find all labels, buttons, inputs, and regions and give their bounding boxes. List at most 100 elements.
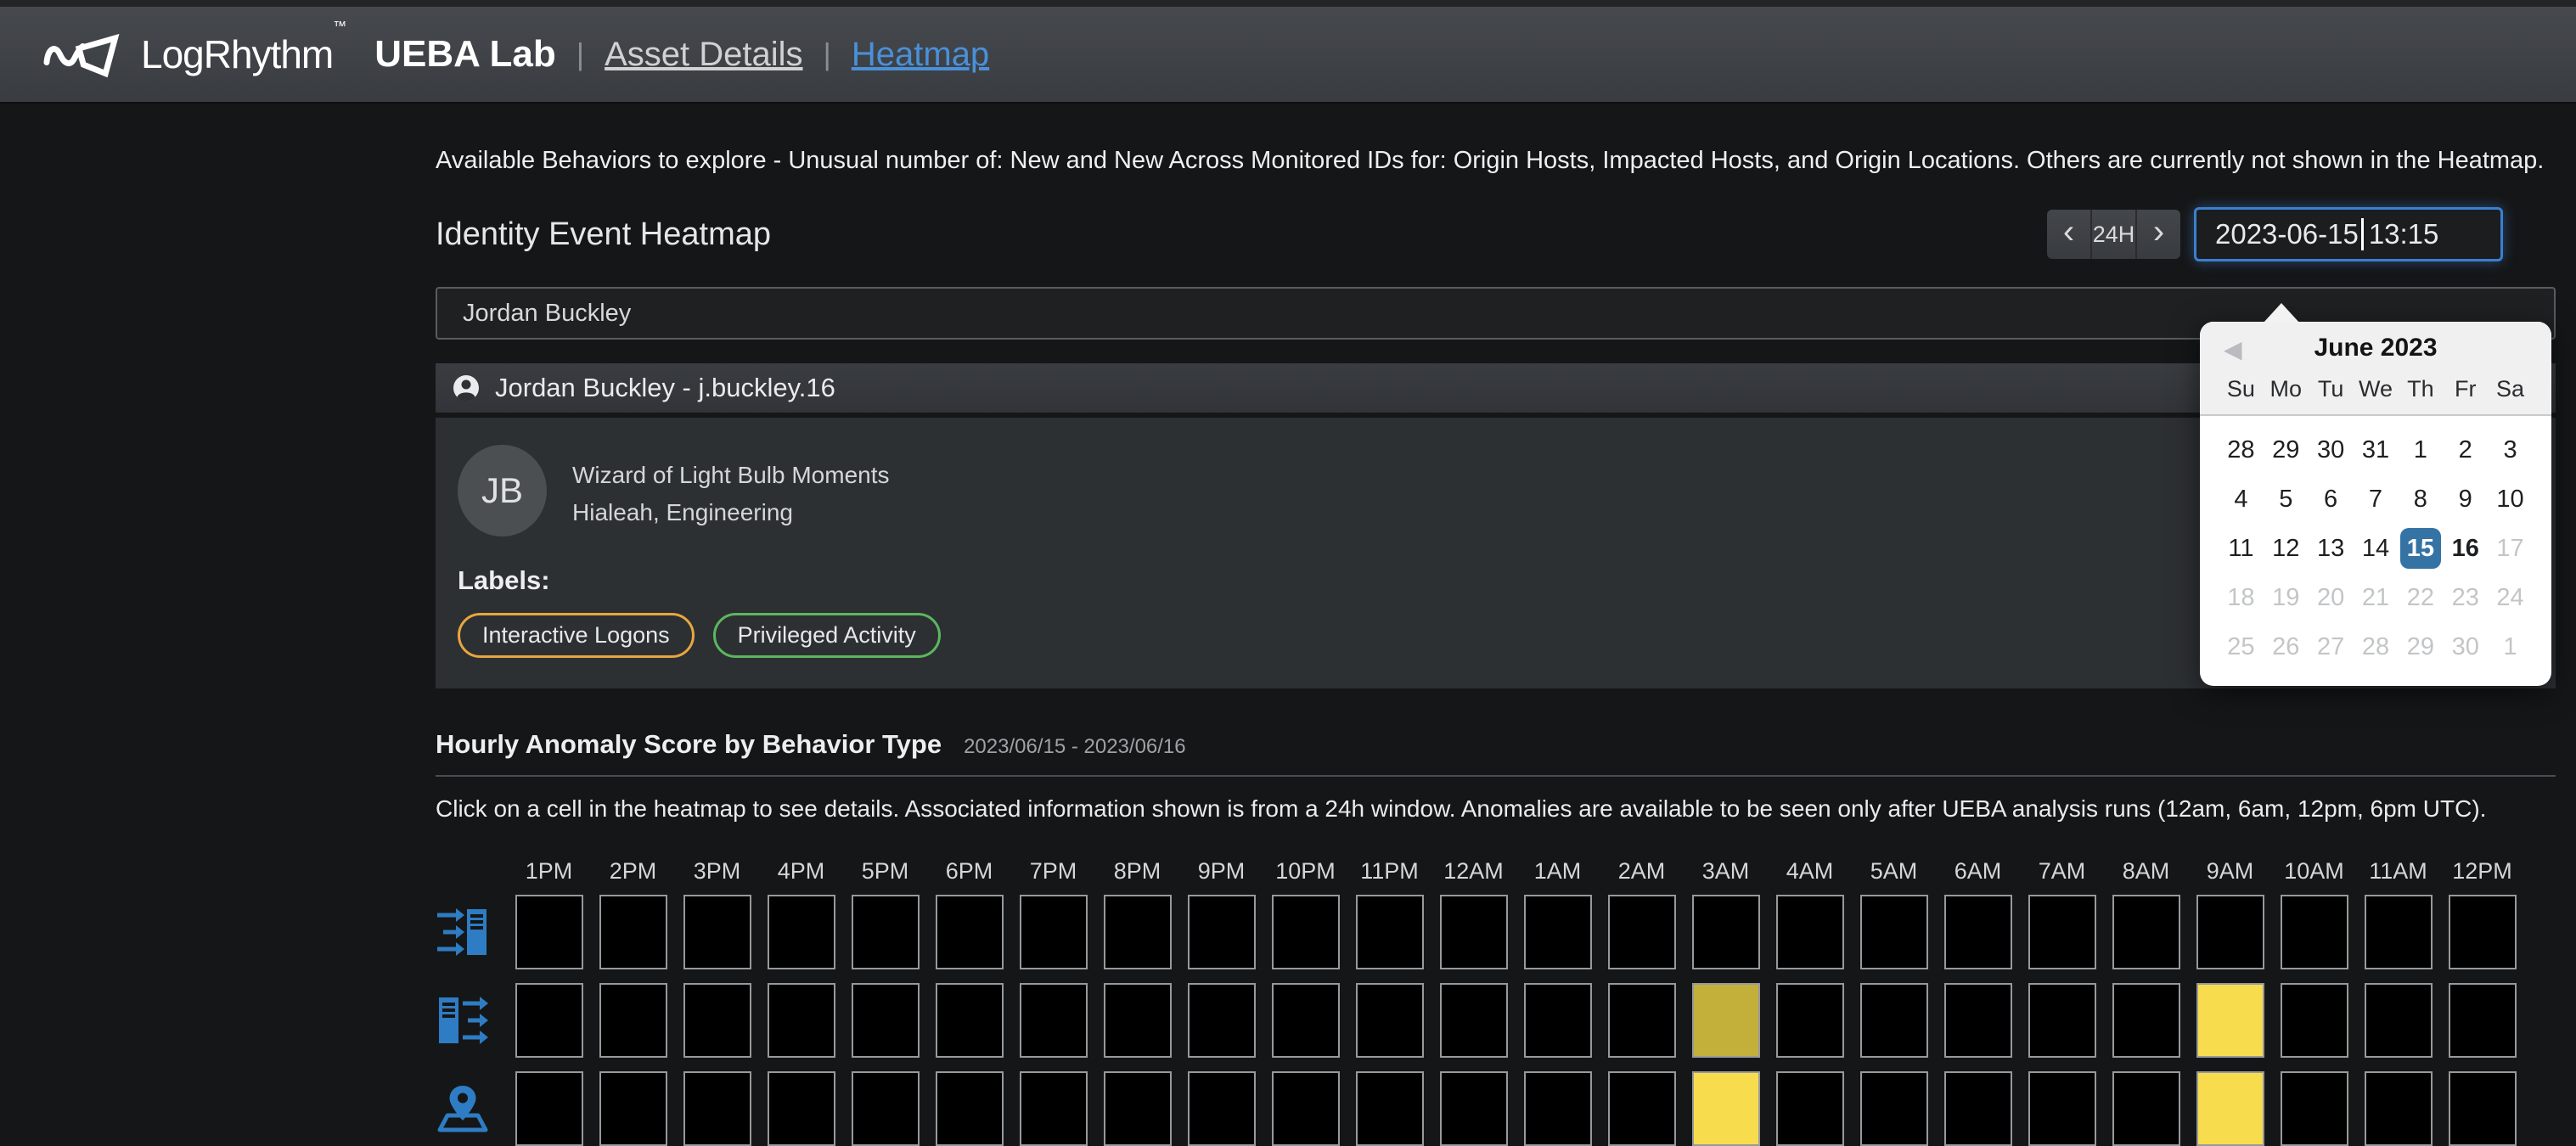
heatmap-cell-impacted-hosts-9AM[interactable] (2196, 895, 2264, 969)
heatmap-cell-origin-hosts-8PM[interactable] (1103, 983, 1172, 1058)
heatmap-cell-origin-locations-10PM[interactable] (1271, 1071, 1340, 1146)
heatmap-cell-origin-hosts-11AM[interactable] (2364, 983, 2433, 1058)
heatmap-cell-origin-locations-5AM[interactable] (1859, 1071, 1928, 1146)
heatmap-cell-origin-hosts-2PM[interactable] (599, 983, 667, 1058)
calendar-day[interactable]: 6 (2324, 486, 2338, 513)
datetime-input[interactable]: 2023-06-15 13:15 (2194, 207, 2503, 261)
heatmap-cell-impacted-hosts-9PM[interactable] (1187, 895, 1256, 969)
heatmap-cell-impacted-hosts-7PM[interactable] (1019, 895, 1088, 969)
calendar-day[interactable]: 29 (2272, 436, 2300, 463)
heatmap-cell-origin-locations-8AM[interactable] (2112, 1071, 2180, 1146)
calendar-day: 28 (2361, 633, 2390, 660)
heatmap-cell-origin-hosts-8AM[interactable] (2112, 983, 2180, 1058)
calendar-day[interactable]: 30 (2316, 436, 2345, 463)
heatmap-cell-impacted-hosts-4AM[interactable] (1775, 895, 1844, 969)
heatmap-cell-origin-locations-12PM[interactable] (2448, 1071, 2517, 1146)
heatmap-cell-origin-hosts-6PM[interactable] (935, 983, 1004, 1058)
calendar-prev-month-button[interactable]: ◀ (2224, 336, 2242, 362)
heatmap-cell-origin-hosts-2AM[interactable] (1607, 983, 1676, 1058)
heatmap-cell-impacted-hosts-3AM[interactable] (1691, 895, 1760, 969)
heatmap-cell-origin-locations-9PM[interactable] (1187, 1071, 1256, 1146)
calendar-day[interactable]: 16 (2451, 535, 2479, 562)
range-24h-button[interactable]: 24H (2092, 210, 2137, 259)
heatmap-cell-impacted-hosts-2AM[interactable] (1607, 895, 1676, 969)
heatmap-cell-impacted-hosts-11PM[interactable] (1355, 895, 1424, 969)
calendar-day[interactable]: 2 (2458, 436, 2472, 463)
heatmap-cell-origin-hosts-3AM[interactable] (1691, 983, 1760, 1058)
nav-link-asset-details[interactable]: Asset Details (605, 35, 803, 73)
calendar-day[interactable]: 7 (2368, 486, 2383, 513)
heatmap-cell-origin-hosts-4AM[interactable] (1775, 983, 1844, 1058)
heatmap-cell-origin-hosts-3PM[interactable] (683, 983, 751, 1058)
heatmap-cell-origin-hosts-5AM[interactable] (1859, 983, 1928, 1058)
heatmap-cell-origin-hosts-12PM[interactable] (2448, 983, 2517, 1058)
heatmap-cell-origin-locations-3PM[interactable] (683, 1071, 751, 1146)
calendar-day[interactable]: 28 (2227, 436, 2255, 463)
heatmap-cell-origin-hosts-12AM[interactable] (1439, 983, 1508, 1058)
heatmap-cell-impacted-hosts-8PM[interactable] (1103, 895, 1172, 969)
heatmap-cell-impacted-hosts-5PM[interactable] (851, 895, 920, 969)
heatmap-cell-origin-locations-7AM[interactable] (2028, 1071, 2096, 1146)
heatmap-cell-origin-locations-7PM[interactable] (1019, 1071, 1088, 1146)
heatmap-cell-origin-hosts-9AM[interactable] (2196, 983, 2264, 1058)
heatmap-cell-origin-locations-2AM[interactable] (1607, 1071, 1676, 1146)
heatmap-cell-origin-hosts-11PM[interactable] (1355, 983, 1424, 1058)
heatmap-cell-impacted-hosts-7AM[interactable] (2028, 895, 2096, 969)
calendar-day[interactable]: 5 (2279, 486, 2293, 513)
heatmap-cell-origin-hosts-7PM[interactable] (1019, 983, 1088, 1058)
heatmap-cell-origin-hosts-10AM[interactable] (2280, 983, 2348, 1058)
heatmap-cell-origin-locations-4AM[interactable] (1775, 1071, 1844, 1146)
heatmap-cell-origin-locations-1PM[interactable] (515, 1071, 583, 1146)
calendar-day[interactable]: 13 (2316, 535, 2345, 562)
heatmap-cell-origin-hosts-6AM[interactable] (1943, 983, 2012, 1058)
calendar-day[interactable]: 15 (2399, 528, 2441, 569)
next-range-button[interactable]: › (2137, 210, 2180, 259)
heatmap-cell-origin-locations-11AM[interactable] (2364, 1071, 2433, 1146)
heatmap-cell-origin-locations-8PM[interactable] (1103, 1071, 1172, 1146)
calendar-day[interactable]: 14 (2361, 535, 2390, 562)
heatmap-cell-impacted-hosts-6AM[interactable] (1943, 895, 2012, 969)
heatmap-cell-origin-locations-1AM[interactable] (1523, 1071, 1592, 1146)
heatmap-cell-origin-hosts-7AM[interactable] (2028, 983, 2096, 1058)
heatmap-cell-impacted-hosts-12AM[interactable] (1439, 895, 1508, 969)
heatmap-cell-origin-hosts-4PM[interactable] (767, 983, 835, 1058)
heatmap-cell-origin-hosts-1PM[interactable] (515, 983, 583, 1058)
heatmap-cell-origin-locations-4PM[interactable] (767, 1071, 835, 1146)
heatmap-cell-impacted-hosts-2PM[interactable] (599, 895, 667, 969)
heatmap-cell-impacted-hosts-12PM[interactable] (2448, 895, 2517, 969)
heatmap-cell-impacted-hosts-6PM[interactable] (935, 895, 1004, 969)
heatmap-cell-impacted-hosts-8AM[interactable] (2112, 895, 2180, 969)
heatmap-cell-origin-hosts-5PM[interactable] (851, 983, 920, 1058)
calendar-day[interactable]: 4 (2234, 486, 2248, 513)
heatmap-cell-origin-locations-12AM[interactable] (1439, 1071, 1508, 1146)
previous-range-button[interactable]: ‹ (2047, 210, 2092, 259)
heatmap-cell-origin-locations-9AM[interactable] (2196, 1071, 2264, 1146)
heatmap-cell-origin-locations-2PM[interactable] (599, 1071, 667, 1146)
heatmap-cell-impacted-hosts-4PM[interactable] (767, 895, 835, 969)
heatmap-cell-impacted-hosts-10AM[interactable] (2280, 895, 2348, 969)
heatmap-cell-origin-locations-10AM[interactable] (2280, 1071, 2348, 1146)
heatmap-cell-origin-locations-6AM[interactable] (1943, 1071, 2012, 1146)
calendar-day[interactable]: 31 (2361, 436, 2390, 463)
heatmap-cell-origin-hosts-9PM[interactable] (1187, 983, 1256, 1058)
heatmap-cell-origin-locations-6PM[interactable] (935, 1071, 1004, 1146)
heatmap-cell-impacted-hosts-1AM[interactable] (1523, 895, 1592, 969)
calendar-day[interactable]: 1 (2413, 436, 2427, 463)
heatmap-cell-impacted-hosts-3PM[interactable] (683, 895, 751, 969)
nav-link-heatmap[interactable]: Heatmap (851, 35, 990, 73)
heatmap-cell-impacted-hosts-11AM[interactable] (2364, 895, 2433, 969)
heatmap-cell-origin-hosts-10PM[interactable] (1271, 983, 1340, 1058)
heatmap-cell-impacted-hosts-10PM[interactable] (1271, 895, 1340, 969)
heatmap-cell-origin-locations-11PM[interactable] (1355, 1071, 1424, 1146)
heatmap-cell-origin-hosts-1AM[interactable] (1523, 983, 1592, 1058)
calendar-day[interactable]: 3 (2503, 436, 2517, 463)
calendar-day[interactable]: 10 (2496, 486, 2524, 513)
heatmap-cell-origin-locations-3AM[interactable] (1691, 1071, 1760, 1146)
calendar-day[interactable]: 9 (2458, 486, 2472, 513)
heatmap-cell-origin-locations-5PM[interactable] (851, 1071, 920, 1146)
heatmap-cell-impacted-hosts-5AM[interactable] (1859, 895, 1928, 969)
calendar-day[interactable]: 12 (2272, 535, 2300, 562)
calendar-day[interactable]: 11 (2228, 535, 2254, 562)
calendar-day[interactable]: 8 (2413, 486, 2427, 513)
heatmap-cell-impacted-hosts-1PM[interactable] (515, 895, 583, 969)
